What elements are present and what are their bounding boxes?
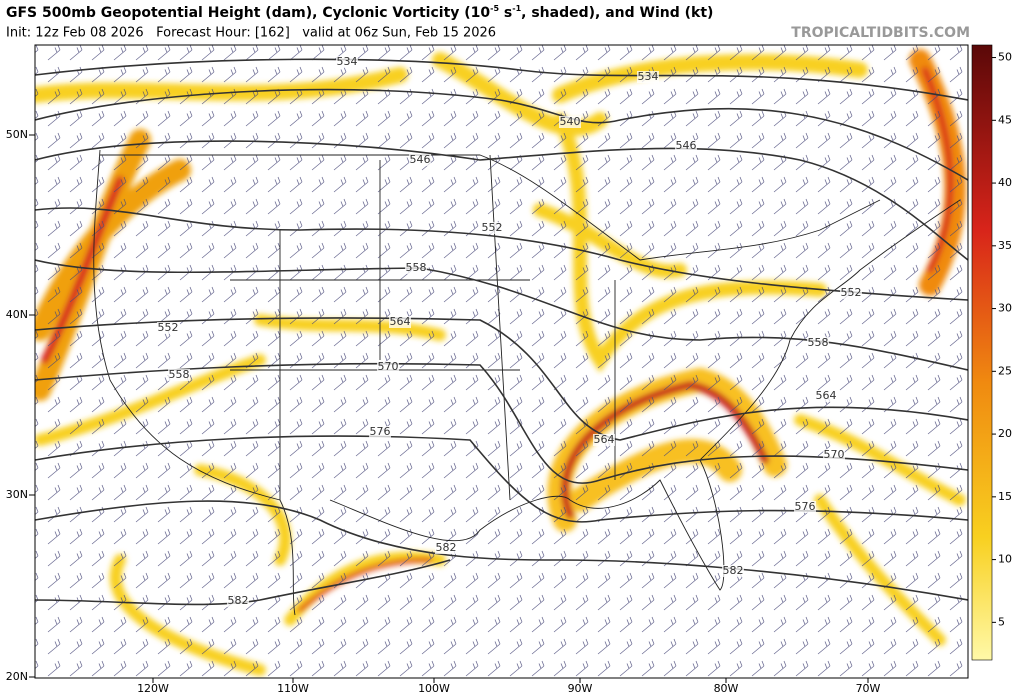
contour-label: 582 (436, 541, 457, 554)
contour-label-bg (823, 449, 845, 461)
map: 534 534 540 546 546 552 552 552 558 558 558 564 564 5… (35, 45, 968, 678)
contour-label: 552 (482, 221, 503, 234)
colorbar-tick-label: 30 (998, 302, 1012, 315)
contour-label: 582 (723, 564, 744, 577)
contour-label-bg (405, 262, 427, 274)
contour-label: 558 (169, 368, 190, 381)
contour-label-bg (637, 71, 659, 83)
contour-label-bg (807, 337, 829, 349)
colorbar-tick-label: 5 (998, 615, 1005, 628)
contour-label-bg (593, 434, 615, 446)
lat-label: 30N (6, 488, 28, 501)
lon-label: 90W (568, 682, 593, 695)
contour-label-bg (559, 116, 581, 128)
contour-label: 540 (560, 115, 581, 128)
contour-label: 534 (337, 55, 358, 68)
lon-label: 80W (714, 682, 739, 695)
title-part: GFS 500mb Geopotential Height (dam), Cyc… (6, 5, 490, 21)
colorbar-tick-label: 25 (998, 364, 1012, 377)
credit: TROPICALTIDBITS.COM (791, 25, 970, 41)
map-frame (34, 44, 969, 679)
contour-label-bg (336, 56, 358, 68)
contour-label: 564 (390, 315, 411, 328)
contour-label: 582 (228, 594, 249, 607)
contour-label: 546 (676, 139, 697, 152)
contour-label-bg (815, 390, 837, 402)
colorbar-tick-label: 40 (998, 176, 1012, 189)
contour-label: 546 (410, 153, 431, 166)
colorbar-tick-label: 15 (998, 490, 1012, 503)
contour-label: 564 (816, 389, 837, 402)
contour-label-bg (840, 287, 862, 299)
lat-label: 20N (6, 670, 28, 683)
title-part: s (499, 5, 512, 21)
contour-label-bg (377, 361, 399, 373)
lat-label: 50N (6, 128, 28, 141)
contour-label: 534 (638, 70, 659, 83)
title-sup: -5 (490, 4, 499, 13)
lon-label: 70W (856, 682, 881, 695)
contour-label-bg (227, 595, 249, 607)
contour-label: 558 (406, 261, 427, 274)
contour-label: 564 (594, 433, 615, 446)
colorbar-tick-label: 10 (998, 553, 1012, 566)
contour-label: 558 (808, 336, 829, 349)
colorbar-tick-label: 50 (998, 51, 1012, 64)
subtitle: Init: 12z Feb 08 2026 Forecast Hour: [16… (6, 26, 496, 41)
height-contours (35, 58, 968, 606)
contour-label-bg (481, 222, 503, 234)
colorbar-tick-label: 20 (998, 427, 1012, 440)
title: GFS 500mb Geopotential Height (dam), Cyc… (6, 4, 713, 22)
contour-label-bg (409, 154, 431, 166)
title-sup: -1 (512, 4, 521, 13)
contour-label-bg (369, 426, 391, 438)
lat-label: 40N (6, 308, 28, 321)
contour-label-bg (435, 542, 457, 554)
colorbar-tick-label: 45 (998, 113, 1012, 126)
contour-label-bg (157, 322, 179, 334)
colorbar-tick-label: 35 (998, 239, 1012, 252)
lon-label: 100W (418, 682, 450, 695)
lon-label: 110W (277, 682, 309, 695)
contour-label: 552 (841, 286, 862, 299)
title-part: , shaded), and Wind (kt) (521, 5, 713, 21)
colorbar (971, 44, 993, 661)
contour-label-bg (794, 501, 816, 513)
contour-label: 552 (158, 321, 179, 334)
contour-label-bg (168, 369, 190, 381)
contour-label: 576 (370, 425, 391, 438)
contour-label-bg (675, 140, 697, 152)
contour-label-bg (389, 316, 411, 328)
contour-label: 576 (795, 500, 816, 513)
contour-label: 570 (824, 448, 845, 461)
contour-label-bg (722, 565, 744, 577)
lon-label: 120W (137, 682, 169, 695)
contour-label: 570 (378, 360, 399, 373)
